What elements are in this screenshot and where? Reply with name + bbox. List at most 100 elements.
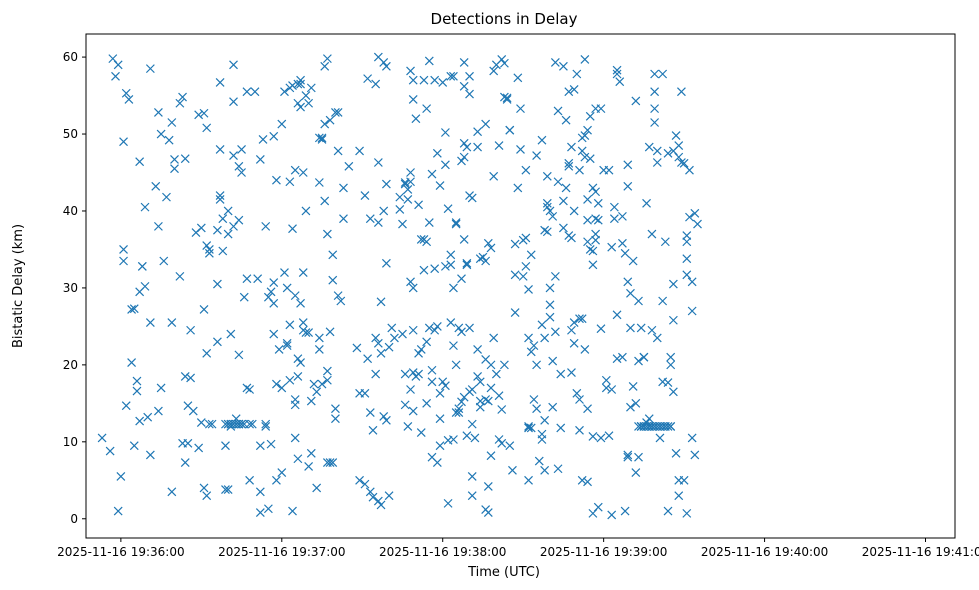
detection-marker (151, 181, 161, 191)
detection-marker (663, 148, 673, 158)
detection-marker (668, 279, 678, 289)
detection-marker (280, 87, 289, 97)
detection-marker (306, 396, 316, 406)
detection-marker (446, 260, 456, 270)
detection-marker (516, 104, 525, 114)
detection-marker (682, 270, 692, 280)
detection-marker (274, 345, 284, 354)
detection-marker (550, 271, 560, 281)
detection-marker (679, 475, 689, 485)
detection-marker (593, 502, 603, 512)
detection-marker (451, 360, 461, 370)
detection-marker (575, 425, 584, 435)
detection-marker (360, 479, 370, 489)
detection-marker (575, 395, 584, 404)
detection-marker (483, 508, 493, 518)
detection-marker (162, 192, 171, 202)
detection-marker (129, 441, 139, 451)
detection-marker (204, 248, 214, 258)
detection-marker (202, 241, 212, 251)
detection-marker (269, 278, 279, 287)
detection-marker (440, 160, 450, 170)
detection-marker (577, 475, 587, 485)
detection-marker (194, 110, 204, 120)
detection-marker (446, 250, 456, 260)
detection-marker (304, 462, 314, 471)
detection-marker (550, 58, 560, 67)
detection-marker (671, 448, 681, 458)
detection-marker (371, 369, 381, 379)
detection-marker (119, 256, 128, 266)
detection-marker (449, 435, 458, 444)
detection-marker (296, 358, 305, 367)
detection-marker (631, 468, 641, 478)
detection-marker (253, 274, 263, 284)
detection-marker (140, 281, 150, 291)
detection-marker (237, 144, 246, 154)
detection-marker (242, 383, 252, 393)
scatter-points (97, 52, 702, 520)
detection-marker (419, 75, 429, 85)
detection-marker (414, 369, 424, 379)
detection-marker (459, 58, 469, 67)
detection-marker (647, 229, 657, 239)
detection-marker (585, 154, 595, 164)
detection-marker (414, 348, 424, 358)
detection-marker (285, 375, 295, 385)
detection-marker (293, 98, 303, 108)
detection-marker (486, 360, 496, 370)
detection-marker (588, 183, 598, 193)
detection-marker (593, 198, 603, 208)
detection-marker (580, 54, 590, 64)
detection-marker (424, 218, 434, 227)
detection-marker (537, 435, 547, 444)
detection-marker (473, 345, 483, 354)
detection-marker (674, 141, 684, 150)
detection-marker (435, 181, 445, 191)
detection-marker (411, 114, 421, 124)
detection-marker (221, 441, 230, 451)
detection-marker (368, 425, 378, 435)
detection-marker (178, 92, 187, 102)
detection-marker (435, 441, 445, 451)
detection-marker (481, 256, 491, 266)
detection-marker (473, 142, 483, 152)
detection-marker (221, 485, 230, 494)
detection-marker (687, 433, 697, 443)
detection-marker (644, 142, 654, 152)
detection-marker (494, 435, 504, 444)
detection-marker (601, 375, 611, 385)
detection-marker (156, 129, 166, 139)
detection-marker (296, 298, 305, 308)
detection-marker (540, 225, 550, 235)
detection-marker (682, 254, 692, 264)
detection-marker (317, 134, 327, 144)
detection-marker (237, 168, 246, 177)
detection-marker (304, 328, 314, 337)
detection-marker (537, 320, 547, 330)
detection-marker (486, 243, 496, 253)
detection-marker (223, 229, 233, 239)
detection-marker (406, 385, 415, 394)
detection-marker (183, 438, 193, 448)
detection-marker (666, 422, 676, 431)
detection-marker (510, 308, 520, 317)
detection-marker (438, 377, 448, 387)
detection-marker (642, 418, 651, 428)
detection-marker (510, 270, 520, 280)
detection-marker (457, 327, 466, 337)
detection-marker (473, 127, 483, 137)
detection-marker (365, 214, 375, 224)
detection-marker (298, 168, 308, 177)
detection-marker (607, 242, 617, 252)
detection-marker (660, 237, 670, 247)
detection-marker (612, 310, 622, 320)
detection-marker (457, 397, 466, 407)
detection-marker (406, 66, 415, 76)
detection-marker (440, 381, 450, 391)
detection-marker (513, 183, 523, 193)
detection-marker (180, 458, 190, 468)
detection-marker (229, 151, 238, 161)
detection-marker (127, 358, 137, 367)
detection-marker (491, 369, 501, 379)
